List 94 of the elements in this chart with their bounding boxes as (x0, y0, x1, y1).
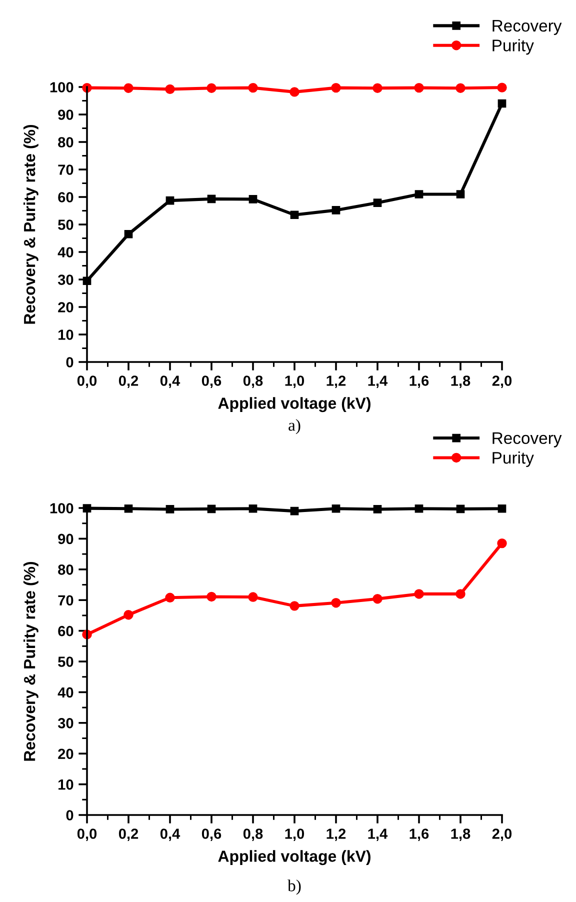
point (290, 601, 300, 611)
x-tick-label: 0,6 (202, 828, 222, 842)
y-tick-label: 40 (58, 247, 74, 258)
y-tick-label: 10 (58, 330, 74, 340)
point (206, 592, 216, 602)
point (124, 230, 133, 238)
y-tick-label: 70 (58, 164, 74, 175)
x-tick-label: 2,0 (492, 376, 512, 388)
x-tick-label: 1,2 (326, 376, 346, 388)
x-tick-label: 1,8 (451, 828, 470, 842)
point (373, 198, 382, 207)
x-tick-label: 1,6 (410, 376, 429, 388)
legend-label: Recovery (492, 432, 562, 448)
point (165, 592, 175, 603)
point (372, 83, 382, 93)
x-axis-title: Applied voltage (kV) (218, 850, 370, 866)
y-tick-label: 30 (58, 274, 74, 285)
point (248, 504, 258, 513)
point (166, 505, 174, 514)
point (207, 504, 216, 514)
y-tick-label: 40 (58, 687, 74, 698)
y-tick-label: 90 (58, 534, 74, 544)
point (497, 538, 507, 548)
x-tick-label: 1,4 (368, 376, 388, 388)
y-tick-label: 100 (50, 82, 74, 92)
y-tick-label: 20 (58, 302, 74, 312)
point (332, 504, 340, 513)
point (124, 83, 134, 93)
x-tick-label: 1,2 (326, 828, 346, 842)
y-tick-label: 30 (58, 718, 74, 728)
point (331, 82, 341, 93)
y-axis-title: Recovery & Purity rate (%) (23, 124, 38, 324)
x-tick-label: 1,6 (410, 828, 429, 842)
point (373, 505, 382, 514)
y-tick-label: 60 (58, 192, 74, 202)
x-tick-label: 0,2 (118, 828, 138, 842)
point (414, 190, 424, 198)
point (414, 589, 424, 599)
text: b) (288, 880, 301, 895)
y-tick-label: 10 (58, 779, 74, 790)
point (331, 598, 341, 608)
point (498, 504, 506, 513)
x-tick-label: 1,8 (451, 376, 470, 388)
point (456, 589, 466, 599)
y-tick-label: 80 (58, 137, 74, 148)
x-tick-label: 0,4 (160, 828, 180, 842)
y-tick-label: 100 (50, 503, 74, 514)
point (372, 594, 382, 604)
point (206, 83, 216, 93)
point (165, 84, 175, 94)
point (332, 206, 340, 214)
x-tick-label: 0,8 (243, 376, 263, 388)
y-tick-label: 70 (58, 595, 74, 606)
y-tick-label: 90 (58, 110, 74, 120)
point (498, 99, 506, 108)
y-axis-title: Recovery & Purity rate (%) (23, 562, 38, 761)
x-tick-label: 1,4 (368, 828, 388, 842)
point (290, 87, 300, 97)
point (166, 196, 174, 205)
point (207, 194, 216, 204)
x-tick-label: 0,8 (243, 828, 263, 842)
x-axis-title: Applied voltage (kV) (218, 397, 370, 412)
y-tick-label: 50 (58, 656, 74, 667)
x-tick-label: 0,0 (77, 376, 97, 388)
point (248, 195, 258, 204)
y-tick-label: 80 (58, 564, 74, 575)
point (497, 82, 507, 92)
legend-label: Recovery (492, 20, 562, 35)
point (456, 504, 465, 514)
legend-label: Purity (492, 451, 534, 468)
point (290, 506, 299, 516)
point (124, 504, 133, 513)
point (290, 210, 299, 220)
y-tick-label: 20 (58, 748, 74, 760)
x-tick-label: 1,0 (285, 828, 304, 842)
y-tick-label: 50 (58, 220, 74, 230)
point (414, 504, 424, 513)
point (456, 83, 466, 93)
legend-label: Purity (492, 39, 534, 55)
y-tick-label: 0 (66, 810, 74, 820)
x-tick-label: 1,0 (285, 376, 304, 388)
x-tick-label: 0,4 (160, 376, 180, 388)
text: a) (288, 419, 300, 434)
point (248, 82, 258, 93)
point (124, 610, 134, 620)
x-tick-label: 0,6 (202, 376, 222, 388)
x-tick-label: 2,0 (492, 828, 512, 842)
y-tick-label: 60 (58, 626, 74, 636)
y-tick-label: 0 (66, 357, 74, 368)
x-tick-label: 0,2 (118, 376, 138, 388)
x-tick-label: 0,0 (77, 828, 97, 842)
point (248, 592, 258, 602)
point (456, 190, 465, 198)
point (414, 82, 424, 93)
